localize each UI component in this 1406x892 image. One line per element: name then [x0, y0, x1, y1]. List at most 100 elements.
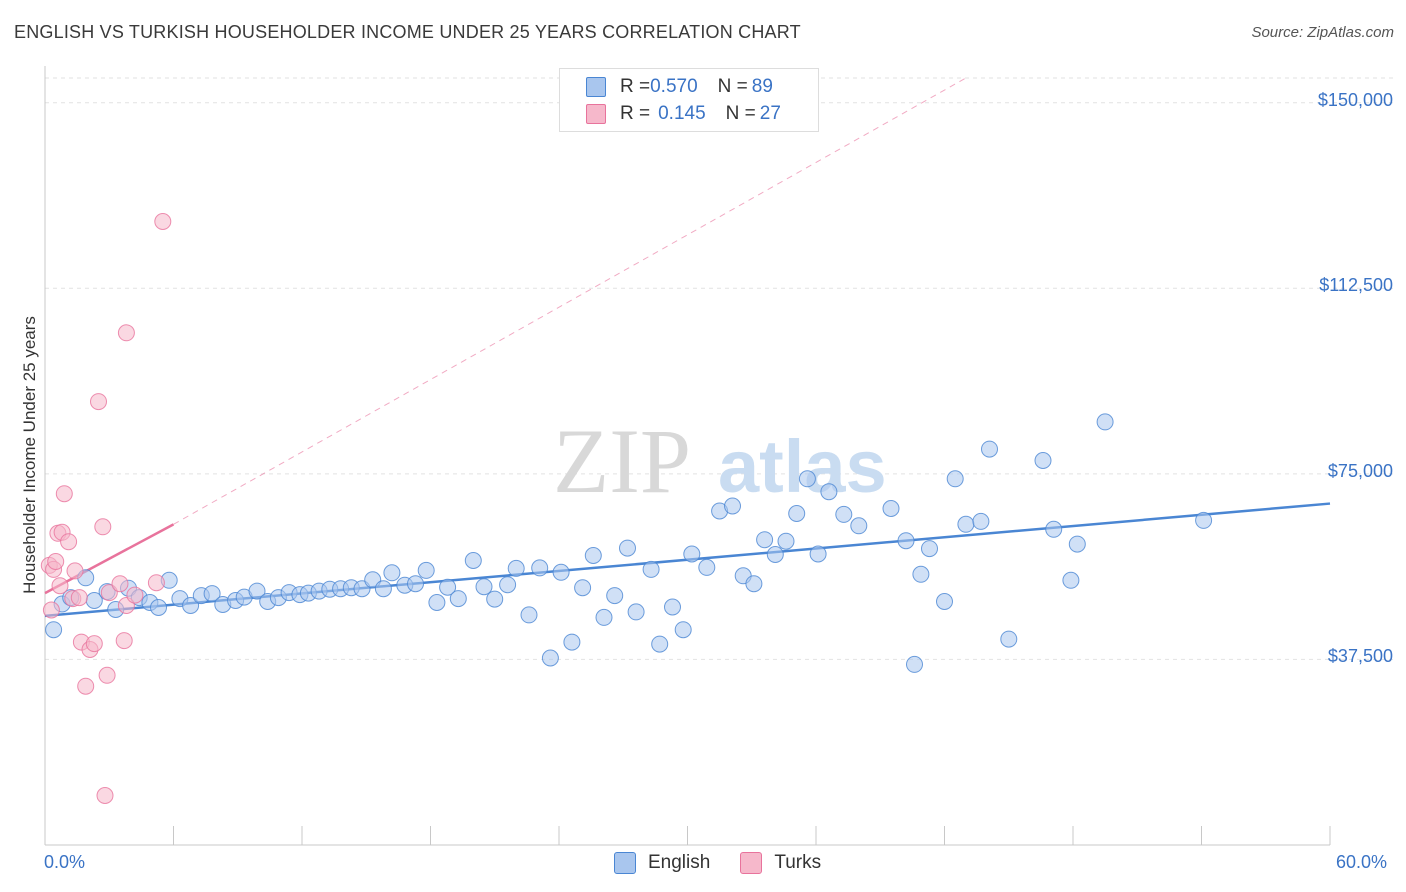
- point-english: [809, 545, 827, 563]
- legend-swatch-english: [586, 77, 606, 97]
- point-english: [428, 594, 446, 611]
- point-english: [651, 635, 669, 653]
- point-english: [912, 565, 930, 583]
- point-english: [1034, 452, 1052, 469]
- point-english: [756, 531, 774, 549]
- point-english: [745, 575, 763, 593]
- series-label-english: English: [648, 852, 711, 873]
- gridlines: [45, 77, 1395, 660]
- point-english: [664, 598, 681, 616]
- point-english: [449, 590, 467, 608]
- chart-title: ENGLISH VS TURKISH HOUSEHOLDER INCOME UN…: [14, 22, 801, 42]
- legend-r-value-turks: 0.145: [658, 103, 706, 124]
- data-points: [40, 213, 1213, 804]
- point-english: [475, 578, 493, 596]
- watermark-atlas: atlas: [718, 425, 887, 508]
- point-english: [897, 532, 915, 550]
- point-english: [552, 563, 570, 581]
- point-english: [383, 564, 401, 582]
- point-english: [1045, 520, 1063, 538]
- point-english: [520, 606, 538, 624]
- point-turks: [51, 577, 69, 595]
- point-english: [674, 621, 692, 639]
- point-english: [248, 582, 266, 600]
- point-english: [595, 608, 613, 626]
- point-english: [882, 500, 900, 517]
- point-english: [957, 515, 975, 533]
- point-turks: [147, 574, 165, 592]
- legend-row-turks: R = 0.145 N = 27: [586, 102, 781, 126]
- point-english: [606, 587, 624, 605]
- point-turks: [85, 635, 103, 653]
- legend-n-value-turks: 27: [759, 103, 781, 124]
- point-english: [1062, 571, 1080, 589]
- point-turks: [47, 553, 65, 570]
- point-english: [777, 532, 795, 550]
- point-english: [407, 575, 424, 593]
- point-english: [1096, 413, 1114, 431]
- point-english: [1195, 511, 1213, 529]
- legend-n-label: N =: [717, 76, 748, 97]
- point-turks: [90, 393, 107, 411]
- point-english: [1068, 535, 1086, 553]
- series-legend: English Turks: [614, 852, 851, 874]
- y-tick-label: $75,000: [1327, 460, 1393, 481]
- point-turks: [70, 589, 88, 607]
- point-turks: [111, 575, 129, 593]
- correlation-legend: R = 0.570 N = 89 R = 0.145 N = 27: [559, 68, 819, 132]
- point-english: [374, 580, 392, 598]
- trend-lines: [44, 77, 1331, 618]
- point-english: [507, 559, 525, 577]
- series-swatch-turks: [740, 852, 763, 874]
- point-english: [486, 590, 504, 608]
- point-english: [798, 470, 816, 488]
- series-legend-turks[interactable]: Turks: [740, 852, 821, 874]
- point-english: [182, 597, 200, 614]
- legend-r-label: R =: [620, 103, 651, 124]
- point-english: [835, 505, 853, 523]
- point-english: [203, 585, 221, 603]
- point-turks: [115, 632, 133, 650]
- point-english: [563, 633, 581, 651]
- point-turks: [66, 562, 84, 580]
- point-english: [766, 546, 784, 563]
- series-swatch-english: [614, 852, 636, 874]
- point-english: [464, 552, 482, 569]
- point-english: [417, 561, 435, 579]
- point-english: [439, 578, 457, 596]
- point-english: [619, 539, 636, 557]
- point-english: [683, 545, 701, 563]
- point-english: [45, 621, 63, 639]
- legend-swatch-turks: [586, 104, 606, 124]
- watermark-zip: ZIP: [553, 410, 691, 512]
- series-label-turks: Turks: [774, 852, 822, 873]
- point-english: [642, 560, 660, 578]
- y-tick-label: $37,500: [1327, 646, 1393, 667]
- point-english: [499, 576, 517, 594]
- point-english: [946, 470, 964, 488]
- point-english: [906, 655, 923, 673]
- legend-row-english: R = 0.570 N = 89: [586, 75, 773, 99]
- point-english: [724, 497, 741, 515]
- point-turks: [94, 518, 112, 536]
- point-english: [531, 559, 549, 577]
- point-english: [820, 483, 838, 501]
- point-english: [972, 512, 990, 530]
- point-turks: [117, 324, 135, 342]
- x-tick-label-max: 60.0%: [1336, 852, 1388, 872]
- point-english: [850, 517, 868, 535]
- x-tick-label-min: 0.0%: [44, 852, 86, 872]
- point-turks: [77, 677, 95, 695]
- legend-r-label: R =: [620, 76, 651, 97]
- point-turks: [60, 533, 78, 551]
- legend-n-value-english: 89: [751, 76, 773, 97]
- y-axis-label: Householder Income Under 25 years: [20, 316, 39, 594]
- source-label: Source: ZipAtlas.com: [1251, 24, 1394, 41]
- point-english: [788, 505, 806, 522]
- point-english: [541, 649, 559, 667]
- point-english: [936, 593, 953, 610]
- trend-extension-turks: [173, 77, 967, 525]
- series-legend-english[interactable]: English: [614, 852, 710, 874]
- y-tick-label: $150,000: [1317, 89, 1393, 110]
